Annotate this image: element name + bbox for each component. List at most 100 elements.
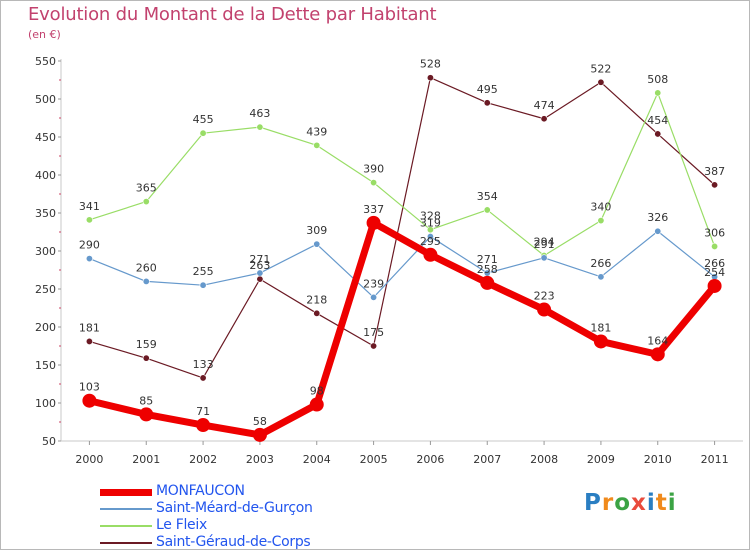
legend-swatch xyxy=(100,542,152,544)
le-fleix-point xyxy=(711,242,719,250)
monfaucon-point xyxy=(423,247,438,262)
y-tick-label: 100 xyxy=(35,397,56,410)
logo-letter: P xyxy=(584,490,602,516)
le-fleix-data-label: 463 xyxy=(249,107,270,120)
saint-geraud-de-corps-data-label: 218 xyxy=(306,293,327,306)
le-fleix-point xyxy=(426,226,434,234)
le-fleix-point xyxy=(313,141,321,149)
monfaucon-data-label: 295 xyxy=(420,235,441,248)
x-tick-label: 2007 xyxy=(473,453,501,466)
monfaucon-point xyxy=(309,397,324,412)
monfaucon-data-label: 98 xyxy=(310,385,324,398)
monfaucon-point xyxy=(707,278,722,293)
x-tick-label: 2001 xyxy=(132,453,160,466)
saint-meard-de-gurcon-point xyxy=(313,240,321,248)
saint-geraud-de-corps-point xyxy=(370,342,378,350)
saint-geraud-de-corps-data-label: 159 xyxy=(136,338,157,351)
monfaucon-point xyxy=(252,427,267,442)
saint-geraud-de-corps-data-label: 181 xyxy=(79,321,100,334)
x-tick-label: 2010 xyxy=(644,453,672,466)
y-tick-label: 200 xyxy=(35,321,56,334)
legend-label: Saint-Méard-de-Gurçon xyxy=(156,500,313,516)
saint-meard-de-gurcon-data-label: 239 xyxy=(363,277,384,290)
monfaucon-point xyxy=(196,418,211,433)
legend-label: MONFAUCON xyxy=(156,483,245,499)
le-fleix-point xyxy=(654,89,662,97)
le-fleix-point xyxy=(597,217,605,225)
saint-meard-de-gurcon-data-label: 290 xyxy=(79,239,100,252)
saint-meard-de-gurcon-line xyxy=(88,230,716,298)
saint-geraud-de-corps-point xyxy=(199,374,207,382)
saint-meard-de-gurcon-data-label: 255 xyxy=(193,265,214,278)
saint-geraud-de-corps-point xyxy=(313,309,321,317)
saint-meard-de-gurcon-data-label: 266 xyxy=(704,257,725,270)
chart-title: Evolution du Montant de la Dette par Hab… xyxy=(28,4,437,25)
le-fleix-data-label: 294 xyxy=(534,236,555,249)
monfaucon-data-label: 164 xyxy=(647,334,668,347)
saint-meard-de-gurcon-data-label: 260 xyxy=(136,261,157,274)
saint-geraud-de-corps-point xyxy=(426,74,434,82)
logo-letter: r xyxy=(601,490,615,516)
saint-geraud-de-corps-data-label: 474 xyxy=(534,99,555,112)
le-fleix-data-label: 340 xyxy=(590,201,611,214)
monfaucon-point xyxy=(537,302,552,317)
x-tick-label: 2011 xyxy=(701,453,729,466)
le-fleix-data-label: 328 xyxy=(420,210,441,223)
monfaucon-data-label: 223 xyxy=(534,290,555,303)
monfaucon-data-label: 258 xyxy=(477,263,498,276)
saint-meard-de-gurcon-point xyxy=(597,273,605,281)
logo-letter: x xyxy=(631,490,647,516)
le-fleix-data-label: 508 xyxy=(647,73,668,86)
x-tick-label: 2008 xyxy=(530,453,558,466)
saint-meard-de-gurcon-data-label: 271 xyxy=(249,253,270,266)
x-tick-label: 2003 xyxy=(246,453,274,466)
logo-letter: i xyxy=(646,490,656,516)
le-fleix-data-label: 455 xyxy=(193,113,214,126)
le-fleix-data-label: 306 xyxy=(704,226,725,239)
le-fleix-point xyxy=(142,198,150,206)
saint-geraud-de-corps-point xyxy=(711,181,719,189)
saint-meard-de-gurcon-data-label: 271 xyxy=(477,253,498,266)
saint-meard-de-gurcon-point xyxy=(85,255,93,263)
legend-label: Saint-Géraud-de-Corps xyxy=(156,534,311,550)
monfaucon-data-label: 254 xyxy=(704,266,725,279)
saint-geraud-de-corps-point xyxy=(85,337,93,345)
le-fleix-data-label: 390 xyxy=(363,163,384,176)
saint-meard-de-gurcon-data-label: 291 xyxy=(534,238,555,251)
x-tick-label: 2006 xyxy=(416,453,444,466)
saint-meard-de-gurcon-point xyxy=(256,269,264,277)
logo-letter: i xyxy=(667,490,677,516)
monfaucon-line xyxy=(85,219,719,439)
le-fleix-line xyxy=(88,92,716,257)
monfaucon-data-label: 71 xyxy=(196,405,210,418)
legend-swatch xyxy=(100,525,152,527)
unit-label: (en €) xyxy=(28,28,61,41)
le-fleix-point xyxy=(483,206,491,214)
saint-geraud-de-corps-data-label: 522 xyxy=(590,62,611,75)
saint-meard-de-gurcon-data-label: 326 xyxy=(647,211,668,224)
legend-swatch xyxy=(100,488,152,496)
y-tick-label: 300 xyxy=(35,245,56,258)
saint-geraud-de-corps-data-label: 133 xyxy=(193,358,214,371)
le-fleix-point xyxy=(370,179,378,187)
monfaucon-data-label: 85 xyxy=(139,394,153,407)
saint-meard-de-gurcon-point xyxy=(370,293,378,301)
legend-label: Le Fleix xyxy=(156,517,207,533)
monfaucon-data-label: 58 xyxy=(253,415,267,428)
saint-geraud-de-corps-data-label: 387 xyxy=(704,165,725,178)
saint-geraud-de-corps-point xyxy=(256,275,264,283)
logo-letter: t xyxy=(655,490,668,516)
saint-geraud-de-corps-point xyxy=(597,78,605,86)
y-tick-label: 550 xyxy=(35,55,56,68)
logo-letter: o xyxy=(614,490,632,516)
x-tick-label: 2005 xyxy=(360,453,388,466)
monfaucon-point xyxy=(139,407,154,422)
saint-geraud-de-corps-point xyxy=(142,354,150,362)
monfaucon-point xyxy=(650,347,665,362)
y-tick-label: 350 xyxy=(35,207,56,220)
monfaucon-point xyxy=(82,393,97,408)
saint-meard-de-gurcon-data-label: 309 xyxy=(306,224,327,237)
monfaucon-point xyxy=(593,334,608,349)
saint-meard-de-gurcon-data-label: 319 xyxy=(420,217,441,230)
